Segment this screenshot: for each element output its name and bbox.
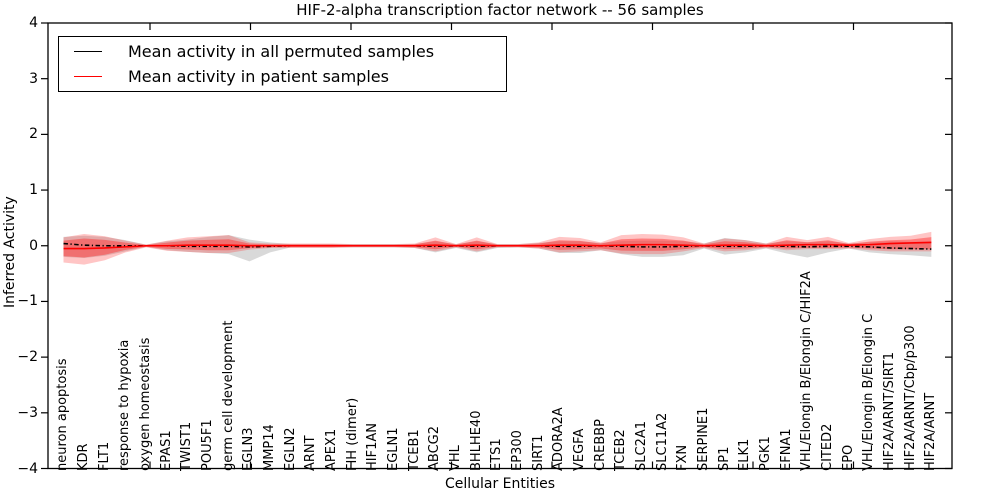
y-tick-label: −2	[17, 349, 38, 366]
legend-item-permuted: Mean activity in all permuted samples	[59, 42, 506, 62]
x-axis-label: Cellular Entities	[444, 476, 556, 492]
band-permuted-samples-range	[63, 235, 932, 262]
legend-label: Mean activity in patient samples	[128, 66, 389, 86]
legend-label: Mean activity in all permuted samples	[128, 42, 435, 62]
y-tick-label: −1	[17, 293, 38, 310]
y-tick-label: 1	[29, 182, 38, 199]
band-patient-samples-range-outer	[63, 231, 932, 265]
y-tick-label: 4	[29, 15, 38, 31]
series-line-patient	[63, 241, 932, 250]
legend-line-sample-black	[74, 51, 102, 53]
y-tick-label: −4	[17, 460, 38, 477]
y-tick-label: 0	[29, 237, 38, 254]
y-tick-label: −3	[17, 404, 38, 421]
legend: Mean activity in all permuted samples Me…	[58, 36, 507, 92]
y-tick-label: 2	[29, 126, 38, 143]
legend-item-patient: Mean activity in patient samples	[59, 66, 506, 86]
y-tick-label: 3	[29, 70, 38, 87]
chart-title: HIF-2-alpha transcription factor network…	[296, 1, 704, 19]
legend-line-sample-red	[74, 75, 102, 77]
